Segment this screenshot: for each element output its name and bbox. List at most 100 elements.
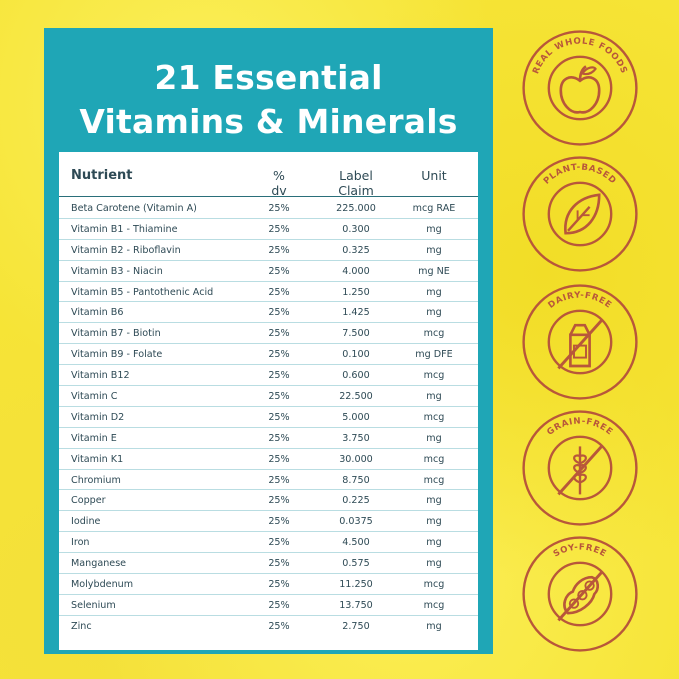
unit-value: mg bbox=[426, 432, 442, 444]
nutrient-name: Iron bbox=[71, 537, 90, 549]
dv-value: 25% bbox=[268, 474, 290, 486]
unit-value: mg DFE bbox=[415, 349, 453, 361]
nutrient-name: Vitamin B6 bbox=[71, 307, 124, 319]
label-claim-value: 4.000 bbox=[342, 265, 370, 277]
unit-value: mcg bbox=[423, 579, 445, 591]
nutrient-name: Manganese bbox=[71, 558, 127, 570]
table-row: Iron 25% 4.500 mg bbox=[59, 532, 478, 554]
unit-value: mg bbox=[426, 391, 442, 403]
soybean-crossed-icon bbox=[557, 571, 603, 622]
dv-value: 25% bbox=[268, 495, 290, 507]
unit-value: mcg bbox=[423, 453, 445, 465]
unit-value: mcg bbox=[423, 474, 445, 486]
label-claim-value: 5.000 bbox=[342, 411, 370, 423]
unit-value: mcg bbox=[423, 599, 445, 611]
nutrient-name: Vitamin B7 - Biotin bbox=[71, 328, 161, 340]
unit-value: mg bbox=[426, 307, 442, 319]
dv-value: 25% bbox=[268, 516, 290, 528]
label-claim-value: 7.500 bbox=[342, 328, 370, 340]
dv-value: 25% bbox=[268, 558, 290, 570]
unit-value: mg bbox=[426, 537, 442, 549]
table-body: Beta Carotene (Vitamin A) 25% 225.000 mcg R… bbox=[59, 198, 478, 636]
nutrient-name: Molybdenum bbox=[71, 579, 134, 591]
dv-value: 25% bbox=[268, 453, 290, 465]
table-row: Vitamin B2 - Riboflavin 25% 0.325 mg bbox=[59, 240, 478, 261]
dv-value: 25% bbox=[268, 203, 290, 214]
label-claim-value: 8.750 bbox=[342, 474, 370, 486]
unit-value: mg bbox=[426, 558, 442, 570]
unit-value: mcg bbox=[423, 370, 445, 382]
label-claim-value: 4.500 bbox=[342, 537, 370, 549]
badge-real-whole-foods: REAL WHOLE FOODS bbox=[520, 28, 640, 148]
badge-soy-free: SOY-FREE bbox=[520, 534, 640, 654]
nutrient-name: Vitamin B2 - Riboflavin bbox=[71, 244, 181, 256]
table-row: Vitamin K1 25% 30.000 mcg bbox=[59, 449, 478, 470]
unit-value: mg bbox=[426, 244, 442, 256]
nutrient-name: Iodine bbox=[71, 516, 101, 528]
table-row: Chromium 25% 8.750 mcg bbox=[59, 470, 478, 491]
badge-grain-free: GRAIN-FREE bbox=[520, 408, 640, 528]
table-row: Selenium 25% 13.750 mcg bbox=[59, 595, 478, 616]
apple-icon bbox=[559, 65, 601, 114]
dv-value: 25% bbox=[268, 307, 290, 319]
table-row: Vitamin B5 - Pantothenic Acid 25% 1.250 mg bbox=[59, 282, 478, 303]
label-claim-value: 3.750 bbox=[342, 432, 370, 444]
dv-value: 25% bbox=[268, 620, 290, 632]
svg-text:DAIRY-FREE: DAIRY-FREE bbox=[547, 290, 614, 310]
nutrient-name: Vitamin C bbox=[71, 391, 118, 403]
badge-dairy-free: DAIRY-FREE bbox=[520, 282, 640, 402]
label-claim-value: 0.575 bbox=[342, 558, 370, 570]
table-header: Nutrient % dv Label Claim Unit bbox=[59, 152, 478, 198]
panel-title-line2: Vitamins & Minerals bbox=[79, 102, 458, 141]
leaf-icon bbox=[564, 193, 601, 235]
badge-label: DAIRY-FREE bbox=[547, 290, 613, 310]
table-row: Manganese 25% 0.575 mg bbox=[59, 553, 478, 575]
nutrient-name: Beta Carotene (Vitamin A) bbox=[71, 203, 197, 214]
header-nutrient: Nutrient bbox=[71, 168, 133, 183]
nutrient-name: Selenium bbox=[71, 599, 116, 611]
label-claim-value: 1.250 bbox=[342, 286, 370, 298]
nutrient-table: Nutrient % dv Label Claim Unit Beta Caro… bbox=[59, 152, 478, 650]
nutrient-name: Vitamin K1 bbox=[71, 453, 124, 465]
dv-value: 25% bbox=[268, 265, 290, 277]
table-row: Vitamin C 25% 22.500 mg bbox=[59, 386, 478, 407]
svg-text:GRAIN-FREE: GRAIN-FREE bbox=[545, 416, 614, 437]
unit-value: mcg bbox=[423, 411, 445, 423]
nutrient-name: Copper bbox=[71, 495, 106, 507]
unit-value: mg bbox=[426, 223, 442, 235]
nutrient-name: Vitamin B12 bbox=[71, 370, 130, 382]
nutrient-name: Vitamin B5 - Pantothenic Acid bbox=[71, 286, 214, 298]
header-dv: % dv bbox=[271, 168, 287, 198]
table-row: Vitamin B1 - Thiamine 25% 0.300 mg bbox=[59, 219, 478, 240]
unit-value: mcg bbox=[423, 328, 445, 340]
nutrient-name: Vitamin E bbox=[71, 432, 117, 444]
unit-value: mg bbox=[426, 286, 442, 298]
nutrient-name: Vitamin D2 bbox=[71, 411, 125, 423]
table-row: Vitamin B6 25% 1.425 mg bbox=[59, 302, 478, 324]
dv-value: 25% bbox=[268, 223, 290, 235]
label-claim-value: 0.0375 bbox=[339, 516, 373, 528]
label-claim-value: 0.225 bbox=[342, 495, 370, 507]
dv-value: 25% bbox=[268, 537, 290, 549]
label-claim-value: 1.425 bbox=[342, 307, 370, 319]
table-row: Vitamin B3 - Niacin 25% 4.000 mg NE bbox=[59, 261, 478, 282]
label-claim-value: 11.250 bbox=[339, 579, 373, 591]
label-claim-value: 30.000 bbox=[339, 453, 373, 465]
wheat-crossed-icon bbox=[557, 445, 603, 496]
dv-value: 25% bbox=[268, 349, 290, 361]
badge-label: GRAIN-FREE bbox=[545, 416, 614, 437]
unit-value: mcg RAE bbox=[412, 203, 456, 214]
nutrient-name: Zinc bbox=[71, 620, 92, 632]
label-claim-value: 2.750 bbox=[342, 620, 370, 632]
nutrient-panel: 21 Essential Vitamins & Minerals Nutrien… bbox=[44, 28, 493, 654]
label-claim-value: 0.600 bbox=[342, 370, 370, 382]
label-claim-value: 22.500 bbox=[339, 391, 373, 403]
table-row: Vitamin E 25% 3.750 mg bbox=[59, 428, 478, 449]
badge-label: SOY-FREE bbox=[552, 543, 608, 560]
dv-value: 25% bbox=[268, 286, 290, 298]
nutrient-name: Vitamin B1 - Thiamine bbox=[71, 223, 178, 235]
header-label-claim: Label Claim bbox=[338, 168, 374, 198]
badge-plant-based: PLANT-BASED bbox=[520, 154, 640, 274]
unit-value: mg bbox=[426, 516, 442, 528]
table-row: Zinc 25% 2.750 mg bbox=[59, 616, 478, 636]
